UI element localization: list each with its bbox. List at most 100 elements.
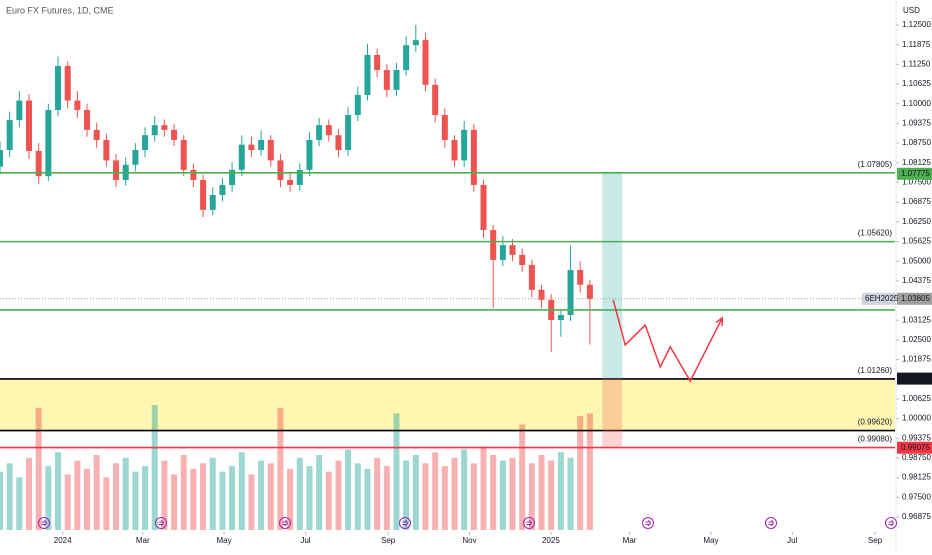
y-tick-label: 0.97500 — [902, 492, 931, 501]
volume-bar — [200, 463, 207, 530]
candle-body — [567, 269, 574, 316]
candle-body — [499, 245, 506, 260]
y-tick-label: 1.07500 — [902, 178, 931, 187]
volume-bar — [103, 477, 110, 530]
position-target — [602, 172, 623, 379]
volume-bar — [480, 446, 487, 530]
position-stop — [602, 378, 623, 448]
candle-body — [200, 179, 207, 210]
y-tick-label: 1.03125 — [902, 315, 931, 324]
y-tick-label: 1.11875 — [902, 40, 931, 49]
y-tick-label: 1.10625 — [902, 79, 931, 88]
candle-body — [412, 40, 419, 46]
y-tick-label: 1.08750 — [902, 138, 931, 147]
candle-body — [422, 40, 429, 85]
volume-bar — [403, 460, 410, 530]
zone — [0, 378, 895, 431]
currency: USD — [903, 6, 920, 15]
volume-bar — [548, 460, 555, 530]
y-tick-label: 0.98125 — [902, 473, 931, 482]
x-tick-label: 2024 — [54, 536, 72, 545]
y-tick-label: 1.10000 — [902, 99, 931, 108]
candle-body — [209, 195, 216, 210]
candle-body — [161, 125, 168, 130]
x-tick-label: May — [703, 536, 718, 545]
candle-body — [374, 54, 381, 71]
y-tick-label: 0.98750 — [902, 453, 931, 462]
y-tick-label: 1.05625 — [902, 237, 931, 246]
candle-body — [93, 129, 100, 140]
y-tick-label: 1.06250 — [902, 217, 931, 226]
candle-body — [364, 54, 371, 95]
volume-bar — [84, 468, 91, 530]
candle-body — [258, 139, 265, 151]
candle-body — [287, 179, 294, 185]
candle-body — [74, 100, 81, 111]
level-label: (0.99080) — [858, 435, 893, 444]
volume-bar — [238, 452, 245, 530]
x-tick-label: Sep — [381, 536, 396, 545]
volume-bar — [364, 468, 371, 530]
y-tick-label: 1.06875 — [902, 197, 931, 206]
symbol-box — [862, 292, 896, 305]
volume-bar — [383, 466, 390, 530]
candle-body — [557, 315, 564, 321]
volume-bar — [258, 460, 265, 530]
level-label: (0.99620) — [858, 418, 893, 427]
candle-body — [577, 269, 584, 285]
candle-body — [586, 284, 593, 299]
volume-bar — [55, 452, 62, 530]
candle-body — [35, 150, 42, 177]
volume-bar — [6, 463, 13, 530]
x-tick-label: Jul — [300, 536, 310, 545]
candle-body — [26, 100, 33, 151]
candle-body — [490, 229, 497, 260]
volume-bar — [45, 466, 52, 530]
volume-bar — [345, 449, 352, 530]
volume-bar — [316, 455, 323, 530]
y-tick-label: 1.00625 — [902, 394, 931, 403]
volume-bar — [567, 457, 574, 530]
price-label: 0.99075 — [901, 443, 930, 452]
price-label-box — [897, 441, 932, 454]
y-tick-label: 1.05000 — [902, 256, 931, 265]
current-price-label: 1.03805 — [901, 294, 930, 303]
x-tick-label: Sep — [868, 536, 883, 545]
symbol-label: 6EH2025 — [865, 294, 899, 303]
volume-bar — [64, 474, 71, 530]
candle-body — [519, 254, 526, 265]
volume-bar — [26, 457, 33, 530]
x-tick-label: May — [217, 536, 232, 545]
volume-bar — [180, 455, 187, 530]
price-label: 1.01270 — [901, 374, 930, 383]
price-label: 1.07775 — [901, 169, 930, 178]
candle-body — [238, 144, 245, 170]
candle-body — [45, 110, 52, 177]
y-tick-label: 1.08125 — [902, 158, 931, 167]
chart-title: Euro FX Futures, 1D, CME — [6, 5, 114, 15]
y-tick-label: 1.01875 — [902, 355, 931, 364]
volume-bar — [461, 449, 468, 530]
volume-bar — [219, 471, 226, 530]
volume-bar — [16, 477, 23, 530]
x-tick-label: Mar — [136, 536, 150, 545]
price-label-box — [897, 167, 932, 180]
x-tick-label: 2025 — [542, 536, 560, 545]
candle-body — [528, 264, 535, 290]
volume-bar — [229, 466, 236, 530]
volume-bar — [142, 466, 149, 530]
volume-bar — [190, 468, 197, 530]
volume-bar — [528, 463, 535, 530]
candle-body — [0, 150, 3, 167]
candle-body — [267, 139, 274, 161]
volume-bar — [586, 413, 593, 530]
y-tick-label: 1.02500 — [902, 335, 931, 344]
candle-body — [316, 125, 323, 140]
candle-body — [509, 245, 516, 255]
volume-bar — [557, 452, 564, 530]
volume-bar — [0, 471, 3, 530]
volume-bar — [248, 474, 255, 530]
volume-bar — [519, 424, 526, 530]
volume-bar — [509, 457, 516, 530]
volume-bar — [93, 455, 100, 530]
